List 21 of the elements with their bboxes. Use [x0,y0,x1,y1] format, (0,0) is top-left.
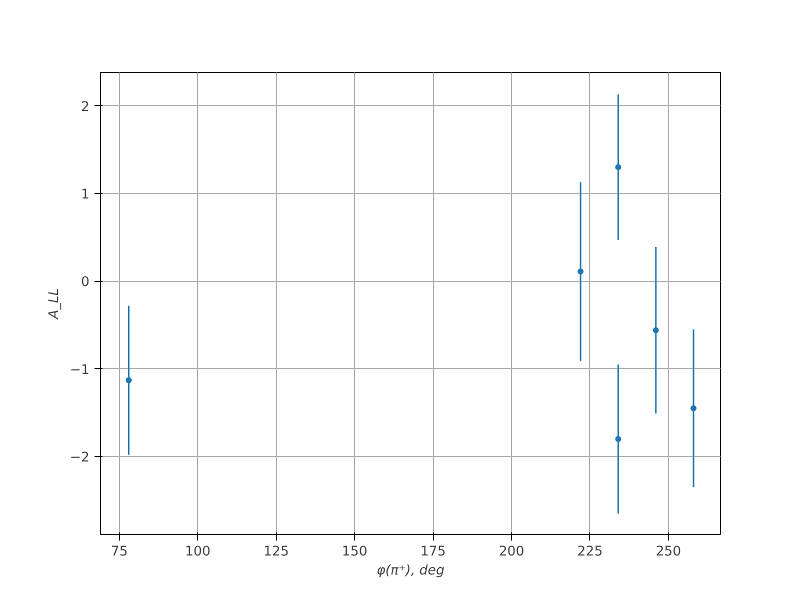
point [615,164,622,170]
y-tick-label: 1 [81,187,90,202]
point [578,268,584,274]
x-tick-label: 175 [420,544,446,560]
y-tick-label: 0 [81,275,90,290]
x-tick-label: 75 [110,544,128,560]
x-tick-label: 150 [342,544,368,560]
x-axis-title: φ(π⁺), deg [376,564,444,578]
x-tick-label: 225 [577,544,603,560]
point [126,377,132,384]
x-tick-label: 125 [263,544,289,560]
y-tick-label: −2 [70,450,90,466]
y-tick-label: −1 [70,362,90,378]
x-tick-label: 250 [656,544,682,560]
x-tick-label: 100 [185,544,210,560]
point [690,405,697,412]
y-axis-title: A_LL [46,288,62,320]
point [652,327,659,334]
x-tick-label: 200 [498,544,524,560]
point [615,436,622,442]
y-tick-label: 2 [81,100,90,115]
